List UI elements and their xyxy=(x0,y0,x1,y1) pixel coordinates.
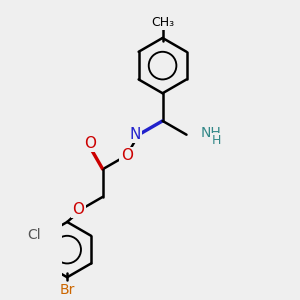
Text: O: O xyxy=(84,136,96,151)
Text: N: N xyxy=(129,127,140,142)
Text: O: O xyxy=(73,202,85,217)
Text: H: H xyxy=(212,134,221,147)
Text: Cl: Cl xyxy=(28,227,41,242)
Text: NH: NH xyxy=(200,127,221,140)
Text: O: O xyxy=(121,148,133,163)
Text: CH₃: CH₃ xyxy=(151,16,174,29)
Text: Br: Br xyxy=(59,283,75,297)
